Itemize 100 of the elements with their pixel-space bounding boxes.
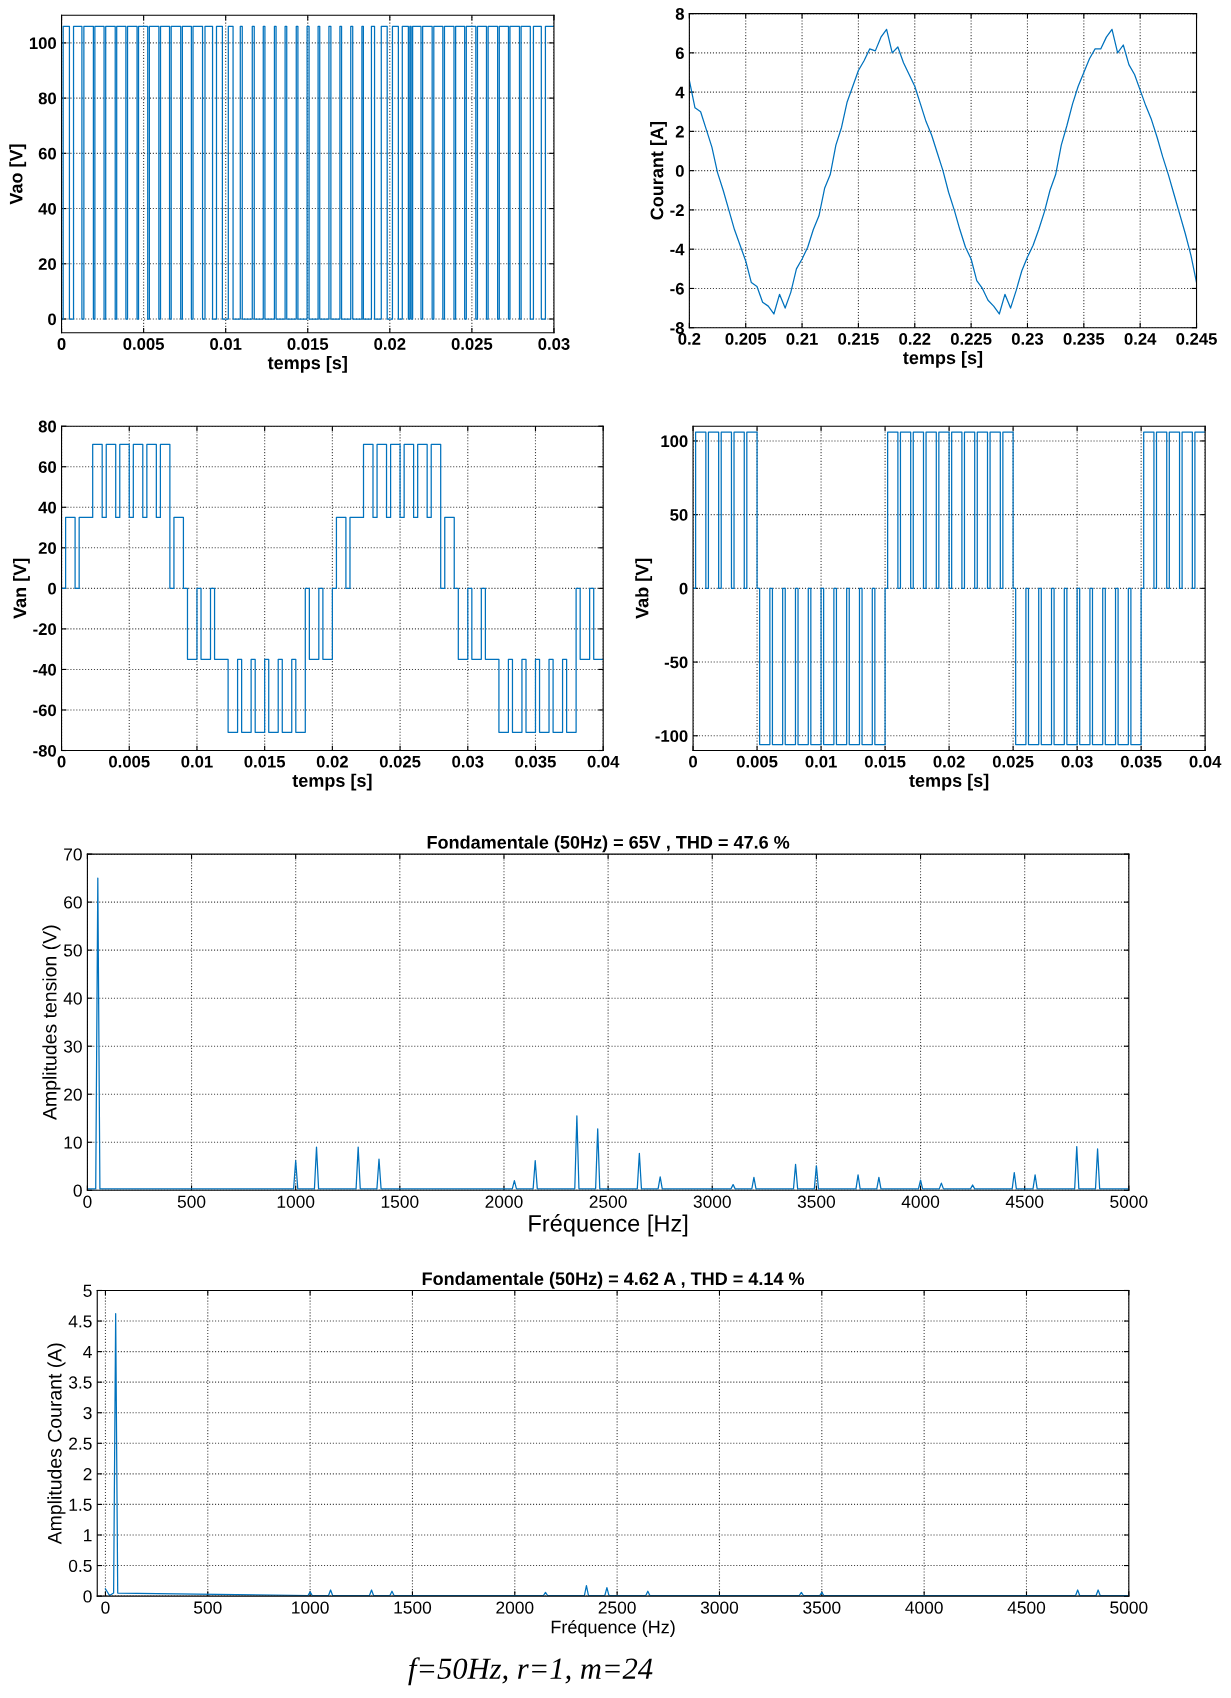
x-tick-label: 1500 [381, 1195, 419, 1208]
y-tick-label: 50 [670, 509, 688, 521]
x-axis-title: temps [s] [267, 355, 347, 373]
y-tick-label: 3.5 [68, 1376, 92, 1389]
x-tick-label: 0.205 [725, 333, 767, 345]
y-axis-title: Vab [V] [635, 558, 653, 619]
y-tick-label: 60 [64, 896, 82, 909]
y-tick-label: 20 [38, 258, 57, 270]
y-tick-label: 100 [661, 435, 688, 448]
y-tick-label: -4 [670, 243, 685, 256]
y-tick-label: -80 [33, 744, 57, 757]
x-tick-label: 0.005 [736, 755, 778, 768]
y-tick-label: 8 [675, 7, 684, 20]
y-tick-label: 0 [675, 165, 684, 177]
line-series [689, 28, 1197, 315]
y-tick-label: -6 [670, 282, 684, 295]
x-tick-label: 5000 [1110, 1195, 1148, 1208]
y-tick-label: 0 [48, 582, 57, 595]
y-tick-label: 0 [48, 313, 57, 326]
x-tick-label: 0.02 [316, 755, 348, 768]
y-axis-title: Amplitudes Courant (A) [47, 1343, 66, 1545]
y-tick-label: 20 [38, 542, 57, 555]
x-tick-label: 0.225 [950, 333, 992, 345]
x-tick-label: 4000 [905, 1601, 943, 1614]
y-tick-label: -50 [664, 656, 688, 669]
x-tick-label: 4000 [901, 1195, 940, 1208]
x-tick-label: 0.025 [992, 755, 1034, 768]
y-tick-label: 3 [83, 1406, 92, 1420]
x-tick-label: 1000 [277, 1195, 315, 1208]
y-tick-label: 1.5 [69, 1498, 92, 1511]
x-axis-title: temps [s] [292, 773, 372, 791]
y-tick-label: 60 [38, 147, 57, 160]
y-tick-label: 20 [64, 1088, 82, 1101]
y-tick-label: 80 [38, 92, 57, 105]
x-tick-label: 0.04 [587, 755, 620, 768]
x-tick-label: 0.21 [786, 333, 818, 345]
y-tick-label: 4 [83, 1345, 92, 1358]
x-tick-label: 0.04 [1189, 755, 1222, 768]
y-axis-title: Amplitudes tension (V) [42, 925, 61, 1120]
y-tick-label: 40 [63, 992, 82, 1005]
x-tick-label: 0.02 [933, 755, 965, 768]
x-tick-label: 3000 [693, 1195, 731, 1208]
y-axis-title: Courant [A] [650, 122, 667, 220]
x-tick-label: 0.24 [1124, 333, 1157, 345]
y-tick-label: 5 [83, 1284, 92, 1297]
y-tick-label: 40 [38, 501, 57, 514]
y-tick-label: 10 [64, 1136, 82, 1149]
x-tick-label: 2000 [485, 1195, 523, 1208]
x-tick-label: 0.005 [109, 755, 150, 768]
x-tick-label: 0.245 [1176, 333, 1217, 345]
x-tick-label: 0.03 [452, 755, 484, 768]
x-tick-label: 5000 [1110, 1601, 1148, 1614]
x-tick-label: 500 [177, 1195, 206, 1208]
x-tick-label: 0.025 [379, 755, 421, 768]
x-tick-label: 3500 [803, 1601, 841, 1614]
x-tick-label: 0.015 [287, 338, 329, 350]
y-tick-label: -60 [33, 704, 57, 717]
y-tick-label: 80 [38, 420, 57, 433]
x-tick-label: 0.23 [1011, 333, 1044, 345]
x-tick-label: 0 [689, 755, 697, 768]
y-tick-label: 60 [38, 461, 57, 473]
x-tick-label: 0.035 [1120, 755, 1162, 768]
x-tick-label: 0.03 [1061, 755, 1093, 768]
chart-title: Fondamentale (50Hz) = 65V , THD = 47.6 % [427, 835, 790, 853]
x-tick-label: 0.01 [805, 755, 837, 768]
y-tick-label: 2 [675, 125, 684, 138]
y-tick-label: 50 [63, 944, 82, 957]
x-tick-label: 0 [101, 1601, 110, 1614]
x-tick-label: 0.02 [374, 338, 406, 350]
x-tick-label: 0.22 [899, 333, 931, 345]
y-tick-label: 0 [679, 582, 688, 595]
y-tick-label: 40 [38, 202, 57, 215]
x-tick-label: 500 [193, 1601, 222, 1614]
x-axis-title: Fréquence [Hz] [529, 1214, 688, 1237]
y-axis-title: Van [V] [12, 558, 30, 619]
text: f=50Hz, r=1, m=24 [408, 1657, 653, 1686]
x-axis-title: temps [s] [903, 350, 983, 368]
x-tick-label: 4500 [1005, 1195, 1044, 1208]
y-tick-label: 30 [63, 1040, 82, 1053]
y-tick-label: 0 [83, 1590, 92, 1603]
y-tick-label: 2 [83, 1468, 92, 1481]
x-tick-label: 1500 [394, 1601, 432, 1614]
y-tick-label: -20 [33, 623, 57, 636]
y-tick-label: 100 [29, 37, 57, 50]
x-tick-label: 1000 [292, 1601, 329, 1614]
x-axis-title: Fréquence (Hz) [551, 1619, 675, 1637]
y-tick-label: -100 [655, 730, 688, 742]
x-tick-label: 4500 [1007, 1601, 1046, 1614]
y-tick-label: -40 [33, 663, 57, 676]
x-tick-label: 0.01 [181, 755, 213, 768]
x-tick-label: 0.015 [244, 755, 286, 768]
x-tick-label: 0.2 [678, 333, 701, 345]
y-tick-label: 2.5 [69, 1437, 92, 1450]
y-tick-label: 70 [64, 848, 82, 861]
x-tick-label: 2000 [496, 1601, 534, 1614]
x-tick-label: 0.03 [538, 338, 570, 350]
y-tick-label: -8 [670, 322, 684, 334]
x-tick-label: 0.005 [123, 338, 165, 350]
y-tick-label: 4 [675, 86, 685, 99]
y-tick-label: 4.5 [68, 1315, 92, 1328]
